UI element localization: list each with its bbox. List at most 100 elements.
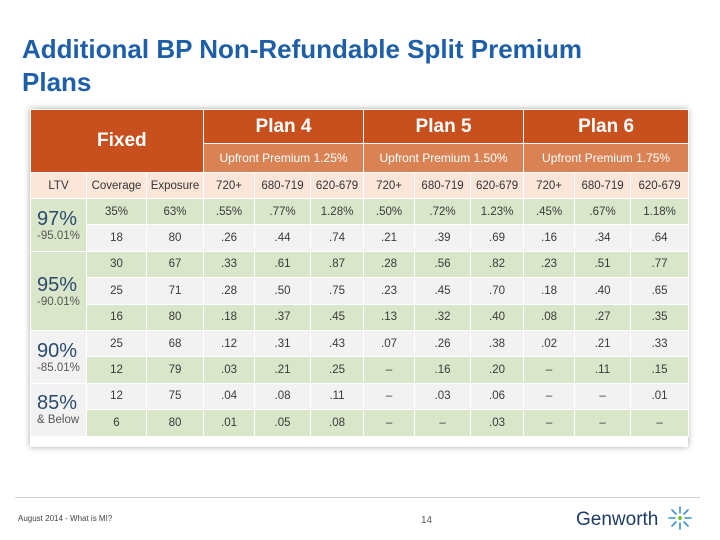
ltv-value: 97% — [37, 207, 78, 230]
table-cell: 1.23% — [470, 197, 525, 226]
table-cell: .21 — [254, 356, 311, 384]
table-cell: – — [523, 356, 576, 384]
column-header: 620-679 — [470, 172, 525, 199]
table-cell: 18 — [86, 224, 147, 252]
table-cell: 1.28% — [309, 197, 365, 226]
table-cell: .45% — [523, 197, 576, 226]
table-cell: .01 — [630, 382, 690, 411]
table-cell: .26 — [203, 224, 255, 252]
column-header-row: LTV Coverage Exposure 720+ 680-719 620-679 720… — [30, 172, 690, 199]
table-cell: .26 — [414, 329, 472, 358]
column-header: LTV — [30, 172, 87, 199]
ltv-value: 95% — [37, 273, 78, 296]
table-cell: .21 — [363, 224, 416, 252]
table-cell: 12 — [86, 356, 147, 384]
ltv-cell: 97% -95.01% — [30, 198, 87, 252]
column-header: 680-719 — [574, 172, 632, 199]
table-cell: 67 — [146, 250, 204, 279]
table-cell: 16 — [86, 303, 147, 331]
table-cell: .06 — [470, 382, 525, 411]
genworth-logo-icon — [668, 506, 692, 530]
table-cell: .67% — [574, 197, 632, 226]
table-cell: .39 — [414, 224, 472, 252]
table-cell: – — [363, 382, 416, 411]
ltv-range: -85.01% — [37, 361, 80, 374]
table-cell: .87 — [309, 250, 365, 279]
table-cell: .55% — [203, 197, 255, 226]
table-cell: .35 — [630, 303, 690, 331]
table-cell: 63% — [146, 197, 204, 226]
plan-4-header: Plan 4 — [202, 109, 365, 144]
table-cell: .18 — [523, 277, 576, 305]
table-cell: .15 — [630, 356, 690, 384]
table-cell: .65 — [630, 277, 690, 305]
table-cell: .16 — [414, 356, 472, 384]
table-cell: 30 — [86, 250, 147, 279]
table-cell: .72% — [414, 197, 472, 226]
table-cell: .75 — [309, 277, 365, 305]
table-cell: .50 — [254, 277, 311, 305]
ltv-cell: 90% -85.01% — [30, 329, 87, 384]
table-cell: .45 — [309, 303, 365, 331]
table-cell: .61 — [254, 250, 311, 279]
table-cell: .69 — [470, 224, 525, 252]
table-row: 12 79.03.21.25– .16.20– .11.15 — [31, 356, 690, 384]
table-cell: .28 — [203, 277, 255, 305]
ltv-cell: 95% -90.01% — [30, 250, 87, 331]
table-cell: .34 — [574, 224, 632, 252]
column-header: 720+ — [523, 172, 576, 199]
table-cell: 80 — [146, 303, 204, 331]
table-cell: – — [414, 409, 472, 437]
table-cell: .01 — [203, 409, 255, 437]
table-cell: .40 — [470, 303, 525, 331]
table-cell: – — [363, 409, 416, 437]
ltv-range: -95.01% — [37, 229, 80, 242]
table-cell: .77% — [254, 197, 311, 226]
table-cell: – — [523, 382, 576, 411]
ltv-value: 85% — [37, 392, 78, 415]
table-cell: .03 — [470, 409, 525, 437]
table-cell: .82 — [470, 250, 525, 279]
table-cell: .28 — [363, 250, 416, 279]
footer-divider — [15, 497, 700, 498]
table-cell: .23 — [363, 277, 416, 305]
page-number: 14 — [421, 515, 433, 526]
table-row: 6 80.01.05.08– – .03– – – — [31, 409, 690, 437]
table-cell: .33 — [203, 250, 255, 279]
fixed-header: Fixed — [30, 109, 204, 173]
table-cell: .20 — [470, 356, 525, 384]
table-cell: – — [574, 409, 632, 437]
plan-5-premium: Upfront Premium 1.50% — [363, 143, 525, 173]
table-cell: .23 — [523, 250, 576, 279]
column-header: 620-679 — [309, 172, 365, 199]
table-cell: .12 — [203, 329, 255, 358]
table-row: 16 80.18.37.45.13.32.40.08.27.35 — [31, 303, 690, 331]
table-cell: .08 — [309, 409, 365, 437]
column-header: 680-719 — [414, 172, 472, 199]
column-header: 680-719 — [254, 172, 311, 199]
table-cell: .51 — [574, 250, 632, 279]
table-cell: .16 — [523, 224, 576, 252]
table-cell: .56 — [414, 250, 472, 279]
table-cell: .31 — [254, 329, 311, 358]
column-header: 620-679 — [630, 172, 690, 199]
ltv-cell: 85% & Below — [30, 382, 87, 437]
table-cell: .50% — [363, 197, 416, 226]
table-cell: 80 — [146, 224, 204, 252]
table-cell: 25 — [86, 277, 147, 305]
table-row: 85% & Below 12 75.04.08.11– .03.06– – .01 — [30, 382, 690, 437]
table-cell: .03 — [203, 356, 255, 384]
table-cell: .45 — [414, 277, 472, 305]
table-cell: – — [363, 356, 416, 384]
table-cell: 80 — [146, 409, 204, 437]
table-cell: .77 — [630, 250, 690, 279]
table-row: 97% -95.01% 35% 63% .55% .77% 1.28% .50% .72% 1.2… — [30, 197, 690, 252]
rates-table: Fixed Plan 4 Plan 5 Plan 6 Upfront Premi… — [30, 109, 690, 437]
table-cell: – — [630, 409, 690, 437]
table-cell: 75 — [146, 382, 204, 411]
table-cell: .08 — [254, 382, 311, 411]
table-cell: .37 — [254, 303, 311, 331]
table-cell: 6 — [86, 409, 147, 437]
column-header: 720+ — [203, 172, 255, 199]
table-cell: .04 — [203, 382, 255, 411]
